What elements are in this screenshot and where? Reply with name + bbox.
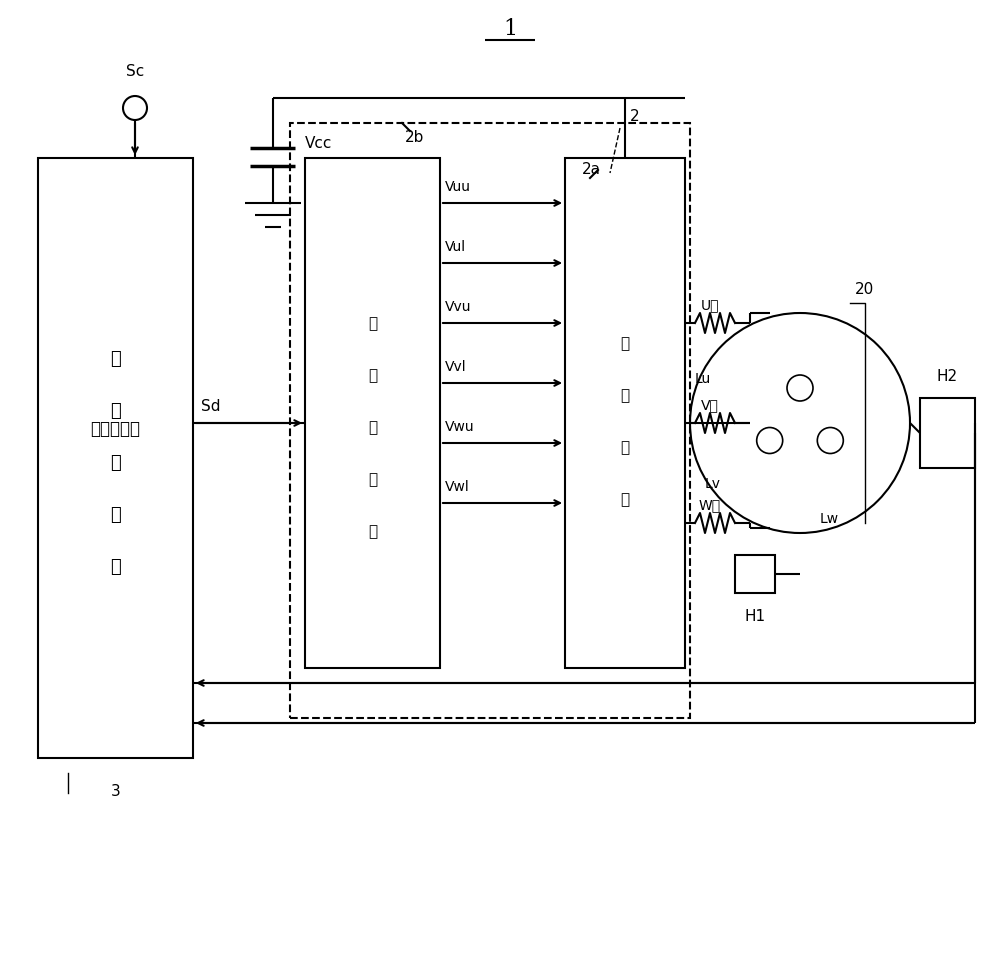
Text: H1: H1 xyxy=(744,608,766,623)
Text: Sd: Sd xyxy=(201,399,221,414)
Text: Vcc: Vcc xyxy=(305,136,332,152)
Bar xyxy=(735,556,775,594)
Text: 路: 路 xyxy=(110,506,121,523)
Text: 2b: 2b xyxy=(405,129,424,145)
Text: Vvl: Vvl xyxy=(445,360,467,374)
Bar xyxy=(290,124,690,718)
Text: 控制电路部: 控制电路部 xyxy=(90,420,140,437)
Text: U相: U相 xyxy=(701,297,719,312)
Text: 驱: 驱 xyxy=(368,368,377,383)
Bar xyxy=(38,158,193,758)
Text: Vuu: Vuu xyxy=(445,180,471,194)
Text: Lu: Lu xyxy=(695,372,711,385)
Text: Lv: Lv xyxy=(705,476,721,491)
Text: Vwu: Vwu xyxy=(445,420,475,433)
Text: 2a: 2a xyxy=(582,161,601,176)
Bar xyxy=(305,158,440,668)
Text: W相: W相 xyxy=(699,498,721,511)
Text: 路: 路 xyxy=(620,492,630,507)
Text: Vul: Vul xyxy=(445,240,466,253)
Text: 路: 路 xyxy=(368,524,377,539)
Text: 1: 1 xyxy=(503,18,517,40)
Text: Vvu: Vvu xyxy=(445,299,472,314)
Text: 控: 控 xyxy=(110,350,121,368)
Bar xyxy=(920,399,975,468)
Text: 逆: 逆 xyxy=(620,336,630,351)
Text: 部: 部 xyxy=(110,557,121,575)
Text: 制: 制 xyxy=(110,402,121,420)
Text: H2: H2 xyxy=(937,369,958,383)
Text: 2: 2 xyxy=(630,109,640,124)
Text: Vwl: Vwl xyxy=(445,479,470,494)
Bar xyxy=(565,158,685,668)
Text: 变: 变 xyxy=(620,388,630,403)
Text: 3: 3 xyxy=(111,783,120,798)
Text: 电: 电 xyxy=(368,472,377,487)
Text: V相: V相 xyxy=(701,398,719,412)
Text: 电: 电 xyxy=(620,440,630,455)
Text: Sc: Sc xyxy=(126,64,144,79)
Text: 20: 20 xyxy=(855,282,874,296)
Text: 电: 电 xyxy=(110,454,121,471)
Text: 动: 动 xyxy=(368,421,377,435)
Text: Lw: Lw xyxy=(820,511,839,525)
Text: 预: 预 xyxy=(368,316,377,332)
